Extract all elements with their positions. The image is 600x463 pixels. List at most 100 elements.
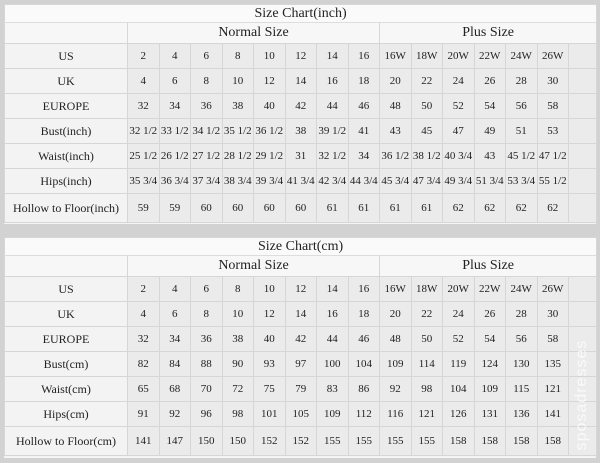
table-cell: 72: [221, 376, 254, 402]
table-cell: 24W: [505, 43, 538, 69]
table-cell: 114: [410, 351, 443, 377]
table-cell: 104: [347, 351, 380, 377]
table-cell: 62: [536, 193, 569, 223]
table-cell: 109: [316, 401, 349, 427]
table-cell: 36 3/4: [158, 168, 191, 194]
table-cell: 48: [379, 93, 412, 119]
table-cell: 50: [410, 93, 443, 119]
table-cell: 45 1/2: [505, 143, 538, 169]
chart-title: Size Chart(cm): [3, 237, 598, 256]
table-cell: 20: [379, 68, 412, 94]
table-cell: 14: [316, 43, 349, 69]
table-cell: 62: [442, 193, 475, 223]
table-cell: 49: [473, 118, 506, 144]
size-table: Size Chart(cm) Normal Size Plus Size US 2 4 6 8…: [3, 237, 598, 456]
table-cell: 60: [253, 193, 286, 223]
table-cell: 48: [379, 326, 412, 352]
table-cell: 36: [190, 93, 223, 119]
table-cell: 40 3/4: [442, 143, 475, 169]
table-cell: 24: [442, 301, 475, 327]
table-cell: 84: [158, 351, 191, 377]
table-cell: 38: [284, 118, 317, 144]
row-label: Hips(cm): [4, 401, 128, 427]
empty-cell: [567, 376, 598, 402]
table-cell: 40: [253, 326, 286, 352]
group-plus-size: Plus Size: [378, 22, 598, 44]
row-label: US: [4, 276, 128, 302]
empty-cell: [567, 143, 598, 169]
table-cell: 4: [127, 68, 160, 94]
table-cell: 53 3/4: [505, 168, 538, 194]
table-cell: 62: [473, 193, 506, 223]
table-cell: 135: [536, 351, 569, 377]
table-cell: 34 1/2: [190, 118, 223, 144]
table-cell: 39 3/4: [253, 168, 286, 194]
table-cell: 60: [221, 193, 254, 223]
empty-cell: [567, 401, 598, 427]
table-cell: 62: [505, 193, 538, 223]
table-cell: 82: [127, 351, 160, 377]
table-row: Waist(inch) 25 1/2 26 1/2 27 1/2 28 1/2 29 1/…: [4, 143, 598, 169]
table-cell: 112: [347, 401, 380, 427]
row-label: Hips(inch): [4, 168, 128, 194]
table-cell: 141: [127, 426, 160, 456]
table-cell: 6: [158, 301, 191, 327]
table-cell: 51: [505, 118, 538, 144]
table-cell: 97: [284, 351, 317, 377]
table-cell: 45 3/4: [379, 168, 412, 194]
table-cell: 109: [379, 351, 412, 377]
table-cell: 26: [473, 68, 506, 94]
empty-cell: [567, 93, 598, 119]
group-row: Normal Size Plus Size: [4, 22, 598, 44]
table-cell: 32 1/2: [316, 143, 349, 169]
table-cell: 32: [127, 93, 160, 119]
table-row: Bust(inch) 32 1/2 33 1/2 34 1/2 35 1/2 36 1/2…: [4, 118, 598, 144]
table-row: Bust(cm) 82 84 88 90 93 97 100 104 109 114 119 124 13…: [4, 351, 598, 377]
table-cell: 35 3/4: [127, 168, 160, 194]
table-row: UK 4 6 8 10 12 14 16 18 20 22 24 26 28 30: [4, 301, 598, 327]
table-row: Hollow to Floor(inch) 59 59 60 60 60 60 61 61 61 6…: [4, 193, 598, 223]
table-cell: 155: [347, 426, 380, 456]
row-label: EUROPE: [4, 326, 128, 352]
table-cell: 150: [221, 426, 254, 456]
table-cell: 39 1/2: [316, 118, 349, 144]
table-cell: 28: [505, 301, 538, 327]
table-cell: 58: [536, 326, 569, 352]
table-cell: 34: [347, 143, 380, 169]
table-cell: 60: [284, 193, 317, 223]
table-cell: 14: [316, 276, 349, 302]
table-row: Hips(inch) 35 3/4 36 3/4 37 3/4 38 3/4 39 3/4…: [4, 168, 598, 194]
table-cell: 75: [253, 376, 286, 402]
table-cell: 28: [505, 68, 538, 94]
table-cell: 32 1/2: [127, 118, 160, 144]
table-cell: 42 3/4: [316, 168, 349, 194]
table-cell: 46: [347, 326, 380, 352]
table-cell: 91: [127, 401, 160, 427]
table-cell: 68: [158, 376, 191, 402]
table-row: Hips(cm) 91 92 96 98 101 105 109 112 116 121 126 131…: [4, 401, 598, 427]
table-cell: 34: [158, 93, 191, 119]
table-cell: 52: [442, 93, 475, 119]
table-cell: 24W: [505, 276, 538, 302]
table-cell: 109: [473, 376, 506, 402]
table-cell: 28 1/2: [221, 143, 254, 169]
empty-cell: [567, 168, 598, 194]
table-cell: 158: [536, 426, 569, 456]
table-cell: 59: [127, 193, 160, 223]
table-cell: 10: [253, 276, 286, 302]
table-row: US 2 4 6 8 10 12 14 16 16W 18W 20W 22W 24W 26W: [4, 43, 598, 69]
table-cell: 47 3/4: [410, 168, 443, 194]
table-cell: 155: [379, 426, 412, 456]
table-cell: 79: [284, 376, 317, 402]
table-cell: 18: [347, 301, 380, 327]
table-cell: 38: [221, 93, 254, 119]
table-cell: 46: [347, 93, 380, 119]
chart-title: Size Chart(inch): [3, 4, 598, 23]
table-cell: 16: [316, 301, 349, 327]
table-cell: 60: [190, 193, 223, 223]
table-cell: 90: [221, 351, 254, 377]
table-cell: 121: [536, 376, 569, 402]
title-row: Size Chart(inch): [3, 4, 598, 23]
table-cell: 126: [442, 401, 475, 427]
row-label: EUROPE: [4, 93, 128, 119]
